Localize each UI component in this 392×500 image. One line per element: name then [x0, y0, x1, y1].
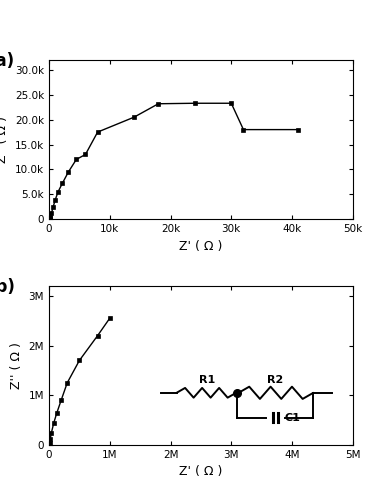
- Y-axis label: Z'' ( Ω ): Z'' ( Ω ): [10, 342, 23, 389]
- Y-axis label: Z'' ( Ω ): Z'' ( Ω ): [0, 116, 9, 163]
- X-axis label: Z' ( Ω ): Z' ( Ω ): [179, 466, 223, 478]
- Text: R1: R1: [199, 376, 215, 386]
- Text: R2: R2: [267, 376, 283, 386]
- Text: (b): (b): [0, 278, 15, 296]
- Text: C1: C1: [285, 412, 300, 422]
- X-axis label: Z' ( Ω ): Z' ( Ω ): [179, 240, 223, 252]
- Text: (a): (a): [0, 52, 15, 70]
